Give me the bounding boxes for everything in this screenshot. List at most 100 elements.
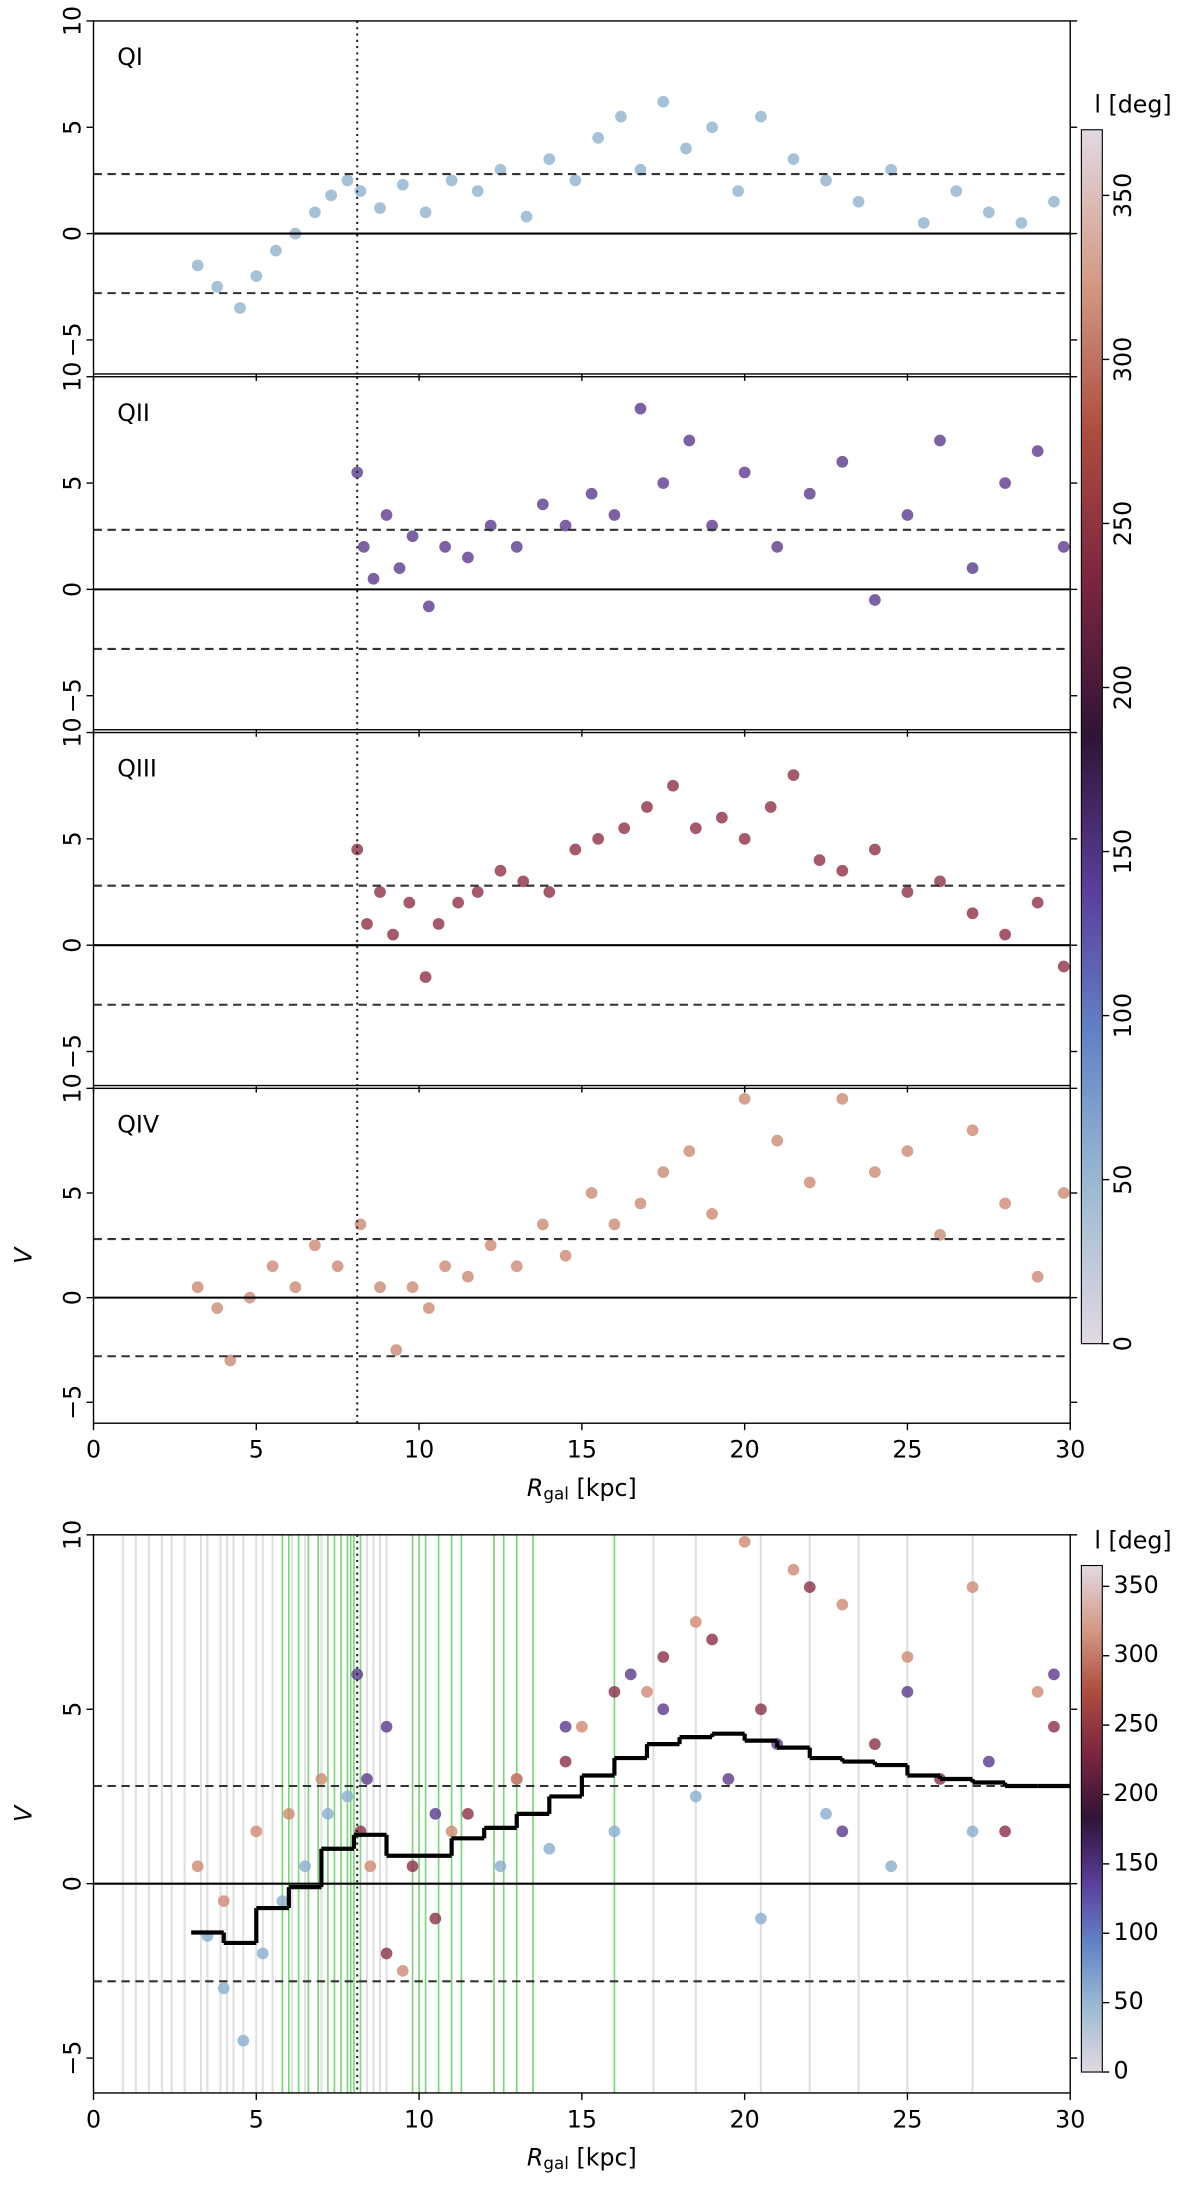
scatter-point: [722, 1773, 735, 1785]
axes-frame: [92, 376, 1071, 731]
scatter-point: [771, 1134, 784, 1147]
scatter-point: [351, 843, 364, 856]
y-tick-label: −5: [58, 1034, 86, 1069]
scatter-point: [999, 928, 1011, 941]
x-label-main: R: [527, 2143, 543, 2171]
y-tick-label: 0: [58, 1876, 86, 1891]
scatter-point: [276, 1895, 289, 1907]
scatter-point: [820, 1808, 832, 1820]
x-axis-label: Rgal [kpc]: [527, 1473, 637, 1503]
scatter-point: [634, 163, 647, 176]
scatter-point: [380, 1720, 393, 1733]
scatter-point: [1015, 217, 1028, 229]
colorbar: 0 50 100 150 200 250 300 350 l [deg]: [1080, 91, 1172, 1351]
colorbar-tick-label: 350: [1109, 173, 1137, 218]
scatter-point: [361, 1773, 373, 1785]
scatter-point: [315, 1773, 328, 1785]
colorbar-tick-label: 300: [1109, 337, 1137, 382]
scatter-point: [266, 1260, 279, 1273]
scatter-point: [901, 1145, 914, 1157]
scatter-point: [738, 1092, 751, 1105]
scatter-point: [419, 971, 432, 983]
scatter-point: [374, 1281, 386, 1294]
colorbar-tick-label: 50: [1113, 1987, 1143, 2015]
scatter-point: [836, 455, 849, 468]
scatter-point: [217, 1982, 230, 1995]
scatter-point: [608, 509, 621, 521]
scatter-point: [641, 1685, 653, 1698]
y-tick-label: 5: [58, 831, 86, 846]
scatter-point: [803, 1581, 816, 1594]
colorbar-tick-label: 250: [1113, 1710, 1158, 1738]
scatter-point: [1048, 1668, 1060, 1681]
scatter-point: [901, 509, 914, 521]
scatter-point: [585, 1187, 598, 1199]
scatter-point: [452, 896, 465, 909]
scatter-point: [706, 121, 718, 134]
scatter-point: [422, 600, 435, 613]
scatter-point: [803, 1176, 816, 1189]
y-axis-label: V: [10, 1246, 38, 1264]
scatter-point: [309, 206, 321, 219]
plot-area: [93, 20, 1071, 374]
scatter-point: [237, 2034, 250, 2047]
panel-label: QI: [117, 43, 143, 71]
scatter-point: [1048, 195, 1060, 208]
colorbar-tick-label: 150: [1109, 829, 1137, 874]
colorbar-tick-label: 300: [1113, 1640, 1158, 1668]
scatter-point: [494, 1860, 507, 1873]
scatter-point: [559, 1720, 572, 1733]
scatter-point: [950, 185, 963, 197]
scatter-point: [1048, 1720, 1060, 1733]
axes-frame: [92, 20, 1071, 375]
colorbar-body: [1080, 129, 1103, 1345]
scatter-point: [269, 244, 282, 257]
y-tick-label: −5: [58, 322, 86, 357]
colorbar-tick-label: 200: [1109, 665, 1137, 710]
scatter-point: [689, 1790, 702, 1803]
y-tick-label: 10: [58, 1073, 86, 1103]
scatter-point: [1031, 1270, 1044, 1283]
plot-area: [93, 1088, 1071, 1424]
scatter-point: [439, 540, 451, 553]
scatter-point: [484, 519, 497, 532]
x-tick-label: 30: [1055, 1436, 1085, 1464]
scatter-point: [1031, 896, 1044, 909]
scatter-point: [432, 918, 445, 930]
colorbar-body: [1080, 1564, 1103, 2073]
x-tick-label: 10: [404, 2105, 434, 2133]
scatter-point: [608, 1825, 621, 1838]
scatter-point: [380, 1947, 393, 1960]
plot-area: [93, 732, 1071, 1086]
x-tick-label: 10: [404, 1436, 434, 1464]
scatter-point: [282, 1808, 295, 1820]
scatter-point: [331, 1260, 344, 1273]
scatter-point: [380, 509, 393, 521]
y-tick-label: 5: [58, 1185, 86, 1200]
scatter-point: [536, 498, 549, 511]
scatter-point: [462, 551, 474, 564]
scatter-point: [934, 434, 946, 447]
scatter-point: [374, 886, 386, 898]
scatter-point: [706, 1633, 718, 1646]
scatter-point: [667, 779, 679, 792]
y-tick-label: 10: [58, 362, 86, 392]
scatter-point: [869, 1166, 881, 1178]
scatter-point: [471, 185, 484, 197]
y-tick-label: 5: [58, 120, 86, 135]
scatter-point: [211, 1302, 224, 1314]
x-tick-label: 15: [567, 1436, 597, 1464]
scatter-point: [966, 562, 979, 574]
scatter-point: [803, 487, 816, 500]
scatter-point: [390, 1344, 403, 1356]
y-tick-label: 0: [58, 938, 86, 953]
scatter-point: [836, 864, 849, 877]
scatter-point: [510, 1260, 523, 1273]
scatter-point: [406, 1860, 419, 1873]
scatter-point: [901, 1685, 914, 1698]
scatter-point: [217, 1895, 230, 1907]
y-tick-label: 5: [58, 476, 86, 491]
scatter-point: [224, 1354, 237, 1367]
scatter-point: [367, 572, 380, 585]
y-tick-label: 5: [58, 1702, 86, 1717]
